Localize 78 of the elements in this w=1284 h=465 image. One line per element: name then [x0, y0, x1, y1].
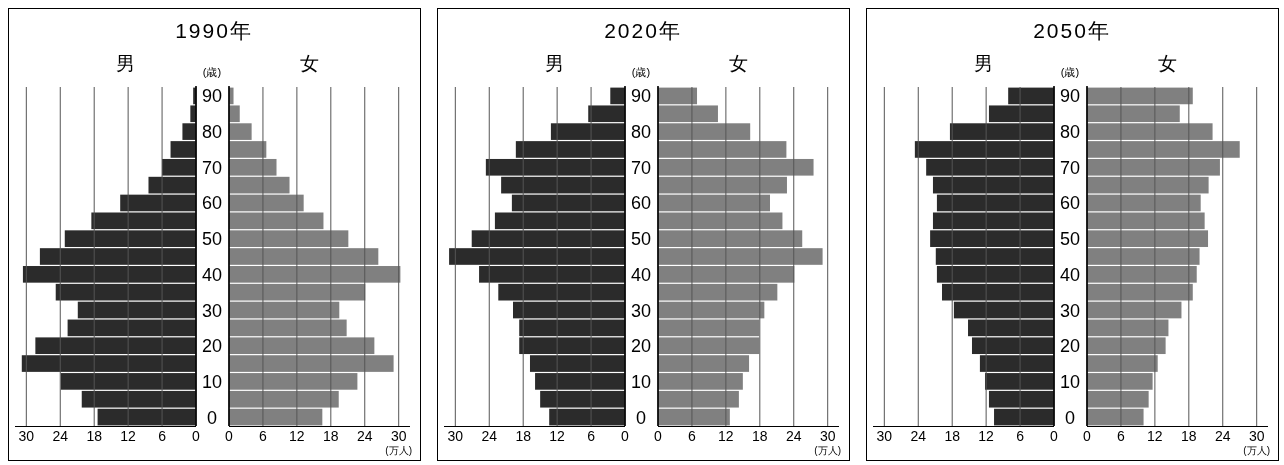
chart-title: 2020年 — [604, 19, 682, 42]
y-tick-label: 90 — [201, 86, 223, 107]
chart-subtitle: 女 — [1158, 53, 1177, 74]
y-tick-label: 90 — [630, 86, 652, 107]
x-tick-label: 30 — [1248, 428, 1265, 444]
x-tick-label: 18 — [323, 428, 339, 444]
x-tick-label: 6 — [1117, 428, 1126, 444]
y-tick-label: 50 — [630, 229, 652, 250]
chart-subtitle: 女 — [729, 53, 748, 74]
x-tick-label: 6 — [1016, 428, 1025, 444]
x-tick-label: 12 — [718, 428, 734, 444]
y-tick-label: 60 — [201, 193, 223, 214]
chart-subtitle: 男 — [116, 53, 135, 74]
x-tick-label: 12 — [120, 428, 137, 444]
x-tick-label: 6 — [158, 428, 167, 444]
y-tick-label: 30 — [201, 300, 223, 321]
x-tick-label: 6 — [688, 428, 697, 444]
chart-title: 2050年 — [1033, 19, 1111, 42]
x-tick-label: 0 — [1083, 428, 1092, 444]
x-tick-label: 0 — [654, 428, 663, 444]
y-axis-title: (歳) — [202, 66, 222, 78]
chart-title: 1990年 — [175, 19, 253, 42]
y-tick-label: 80 — [201, 122, 223, 143]
y-tick-label: 50 — [1059, 229, 1081, 250]
x-axis-title: (万人) — [385, 445, 413, 456]
y-tick-label: 10 — [630, 371, 652, 392]
y-tick-label: 0 — [635, 407, 647, 428]
y-tick-label: 60 — [1059, 193, 1081, 214]
y-tick-label: 30 — [1059, 300, 1081, 321]
x-tick-label: 24 — [356, 428, 373, 444]
y-tick-label: 30 — [630, 300, 652, 321]
x-axis-title: (万人) — [1243, 445, 1271, 456]
x-tick-label: 6 — [259, 428, 268, 444]
y-tick-label: 40 — [630, 264, 652, 285]
x-axis-title: (万人) — [814, 445, 842, 456]
x-tick-label: 6 — [587, 428, 596, 444]
y-tick-label: 40 — [201, 264, 223, 285]
x-tick-label: 18 — [86, 428, 103, 444]
y-tick-label: 70 — [201, 157, 223, 178]
y-tick-label: 10 — [1059, 371, 1081, 392]
x-tick-label: 12 — [978, 428, 995, 444]
x-tick-label: 18 — [752, 428, 768, 444]
x-tick-label: 12 — [1147, 428, 1163, 444]
y-tick-label: 60 — [630, 193, 652, 214]
x-tick-label: 24 — [1214, 428, 1231, 444]
y-axis-title: (歳) — [631, 66, 651, 78]
chart-subtitle: 男 — [974, 53, 993, 74]
y-tick-label: 70 — [630, 157, 652, 178]
x-tick-label: 30 — [876, 428, 893, 444]
y-tick-label: 20 — [201, 336, 223, 357]
y-tick-label: 20 — [630, 336, 652, 357]
y-tick-label: 80 — [630, 122, 652, 143]
y-tick-label: 0 — [1064, 407, 1076, 428]
y-axis-title: (歳) — [1060, 66, 1080, 78]
y-tick-label: 80 — [1059, 122, 1081, 143]
x-tick-label: 30 — [390, 428, 407, 444]
chart-subtitle: 男 — [545, 53, 564, 74]
x-tick-label: 24 — [910, 428, 927, 444]
x-tick-label: 24 — [785, 428, 802, 444]
x-tick-label: 30 — [18, 428, 35, 444]
y-tick-label: 10 — [201, 371, 223, 392]
x-tick-label: 18 — [1181, 428, 1197, 444]
chart-subtitle: 女 — [300, 53, 319, 74]
y-tick-label: 50 — [201, 229, 223, 250]
x-tick-label: 24 — [481, 428, 498, 444]
x-tick-label: 12 — [549, 428, 566, 444]
y-tick-label: 40 — [1059, 264, 1081, 285]
x-tick-label: 30 — [447, 428, 464, 444]
x-tick-label: 30 — [819, 428, 836, 444]
y-tick-label: 90 — [1059, 86, 1081, 107]
y-tick-label: 20 — [1059, 336, 1081, 357]
x-tick-label: 18 — [515, 428, 532, 444]
x-tick-label: 0 — [225, 428, 234, 444]
x-tick-label: 24 — [52, 428, 69, 444]
x-tick-label: 12 — [289, 428, 305, 444]
y-tick-label: 70 — [1059, 157, 1081, 178]
y-tick-label: 0 — [206, 407, 218, 428]
x-tick-label: 18 — [944, 428, 961, 444]
